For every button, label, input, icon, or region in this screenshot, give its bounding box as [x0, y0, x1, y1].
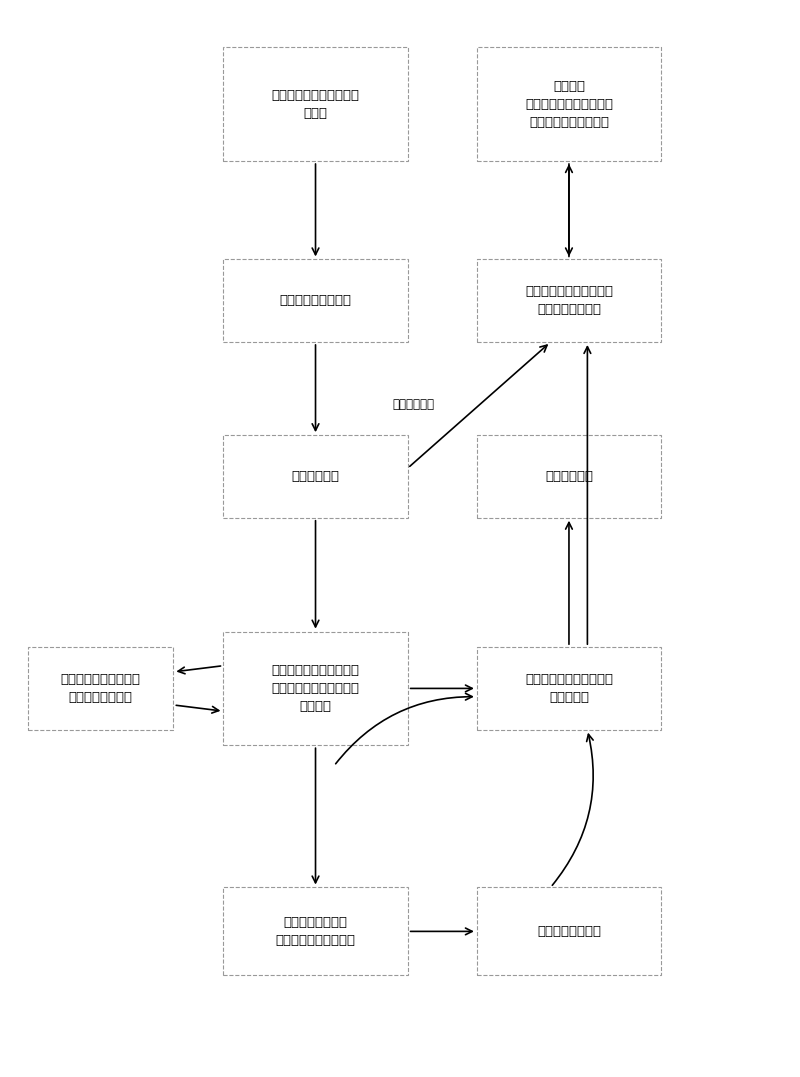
Text: 显示到显示屏: 显示到显示屏 [545, 470, 593, 482]
Text: 终端接收要显示内容的相
关数据: 终端接收要显示内容的相 关数据 [271, 88, 359, 120]
Text: （若有数据的话）
显示非矢量化点阵数据: （若有数据的话） 显示非矢量化点阵数据 [275, 915, 355, 947]
Text: 显示各矢量化图形: 显示各矢量化图形 [537, 925, 601, 938]
FancyBboxPatch shape [223, 260, 408, 342]
FancyBboxPatch shape [223, 887, 408, 976]
FancyBboxPatch shape [477, 435, 661, 518]
Text: （可选）
传送用户操作输入及其它
输入数据到后端服务器: （可选） 传送用户操作输入及其它 输入数据到后端服务器 [525, 80, 613, 129]
FancyBboxPatch shape [477, 647, 661, 730]
FancyBboxPatch shape [223, 47, 408, 162]
FancyBboxPatch shape [223, 435, 408, 518]
FancyBboxPatch shape [477, 887, 661, 976]
Text: 进行数据分析与排序: 进行数据分析与排序 [279, 294, 351, 307]
Text: 更新区域为空: 更新区域为空 [392, 398, 434, 411]
Text: （可选）接收用户操作输
入或其它输入数据: （可选）接收用户操作输 入或其它输入数据 [525, 285, 613, 317]
Text: 识别更新区域: 识别更新区域 [291, 470, 339, 482]
Text: （可选）输出其它内容
（如音频、文件）: （可选）输出其它内容 （如音频、文件） [61, 673, 141, 704]
Text: 分析并提取出矢量图形数
据、非矢量化数据和其它
输出数据: 分析并提取出矢量图形数 据、非矢量化数据和其它 输出数据 [271, 663, 359, 713]
FancyBboxPatch shape [27, 647, 174, 730]
FancyBboxPatch shape [477, 47, 661, 162]
FancyBboxPatch shape [477, 260, 661, 342]
FancyBboxPatch shape [223, 631, 408, 745]
Text: 将矢量、非矢量输出更新
到显示缓存: 将矢量、非矢量输出更新 到显示缓存 [525, 673, 613, 704]
